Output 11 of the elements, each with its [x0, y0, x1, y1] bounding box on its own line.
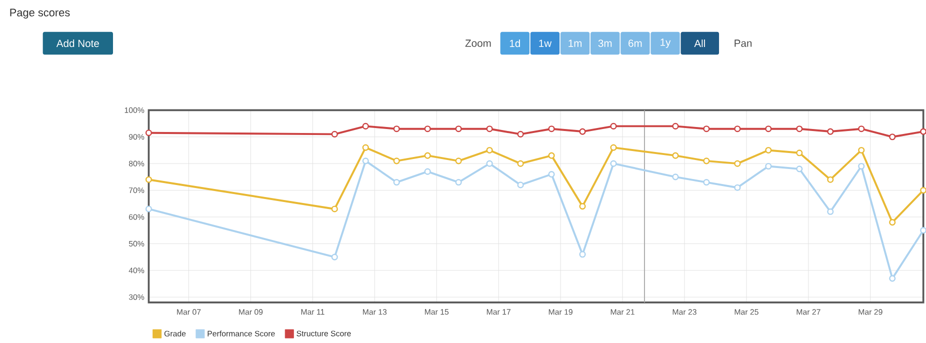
text: 3m [598, 40, 612, 47]
text: Zoom [465, 40, 491, 47]
text: 6m [628, 40, 642, 47]
text: 1d [510, 39, 520, 48]
text: Add Note [56, 39, 99, 48]
text: 1m [568, 40, 582, 47]
text: 1y [660, 38, 671, 48]
text: 1w [539, 40, 552, 47]
text: All [694, 40, 705, 48]
text: Pan [734, 40, 752, 47]
text: Page scores [10, 8, 70, 19]
